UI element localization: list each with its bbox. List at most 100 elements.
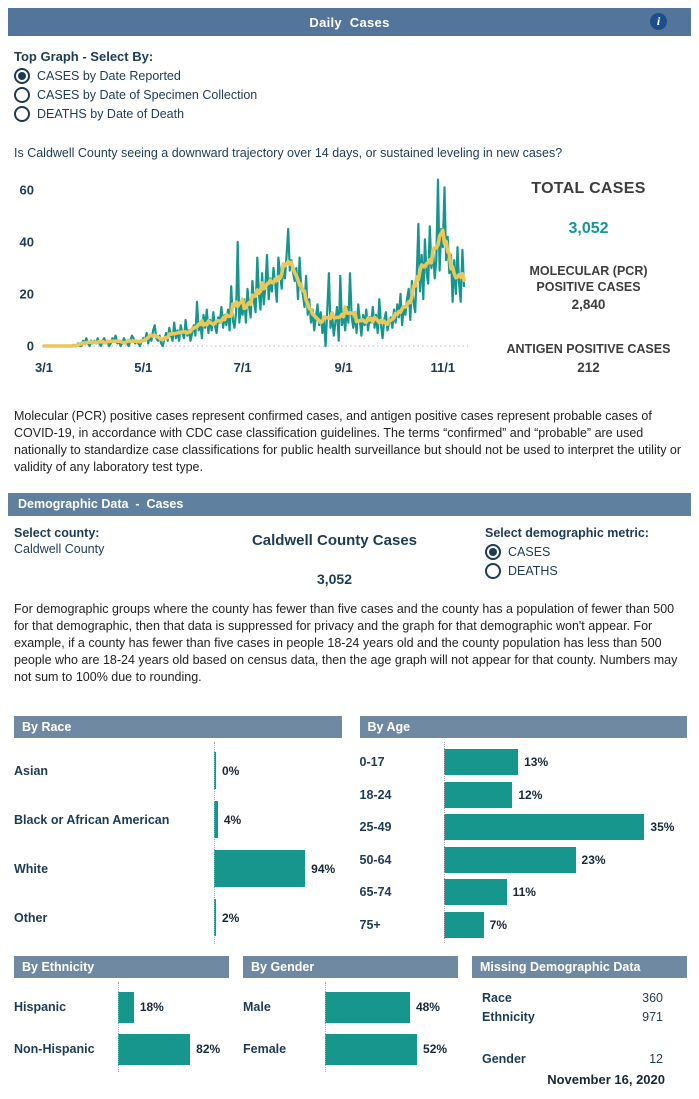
by-age-panel: By Age 0-17 13% 18-24 12% 25-49 35% 50-64 23% 65… [359,716,688,946]
radio-metric-cases[interactable]: CASES [485,543,685,560]
missing-label: Ethnicity [482,1010,535,1025]
info-icon[interactable]: i [650,13,667,30]
bar-category-label: Male [243,1000,271,1015]
radio-unselected-icon[interactable] [14,87,30,103]
bar-baseline [118,982,119,1073]
by-gender-chart: Male 48% Female 52% [243,978,458,1074]
bar-value-label: 4% [223,812,242,827]
bar-category-label: Female [243,1042,287,1057]
panel-title: By Ethnicity [22,960,95,975]
bar-value-label: 13% [524,755,549,770]
svg-text:20: 20 [20,287,34,302]
radio-unselected-icon[interactable] [14,106,30,122]
panel-title: By Age [367,720,411,735]
bar-value-label: 23% [581,852,606,867]
bar[interactable] [118,1033,191,1065]
bar[interactable] [214,850,306,888]
bar[interactable] [443,814,645,841]
missing-demographic-body: Race 360 Ethnicity 971 Gender 12 [472,978,687,1070]
daily-cases-chart-row: 0 20 40 60 3/1 5/1 7/1 9/1 11/1 TOTAL CASES 3,05… [0,164,699,394]
county-cases-summary: Caldwell County Cases 3,052 [184,526,485,587]
radio-metric-deaths[interactable]: DEATHS [485,562,685,579]
metric-select-label: Select demographic metric: [485,525,649,540]
bar-category-label: 65-74 [359,885,392,900]
bar[interactable] [443,781,513,808]
radio-label[interactable]: CASES [508,544,551,559]
bar-category-label: Asian [14,763,49,778]
bar[interactable] [443,749,519,776]
bar[interactable] [325,991,410,1023]
radio-deaths-by-date-of-death[interactable]: DEATHS by Date of Death [14,106,699,122]
bar-row-hispanic: Hispanic 18% [14,986,229,1028]
radio-cases-by-specimen-collection[interactable]: CASES by Date of Specimen Collection [14,87,699,103]
bar[interactable] [443,911,484,938]
bar[interactable] [214,752,216,790]
bar-value-label: 7% [489,917,508,932]
bar[interactable] [214,899,216,937]
missing-value: 971 [642,1010,663,1025]
by-gender-panel: By Gender Male 48% Female 52% [243,956,458,1074]
bar-category-label: Hispanic [14,1000,67,1015]
svg-text:3/1: 3/1 [35,360,53,375]
daily-cases-line-chart[interactable]: 0 20 40 60 3/1 5/1 7/1 9/1 11/1 [0,164,478,394]
panel-title: By Gender [251,960,315,975]
radio-label[interactable]: CASES by Date Reported [37,69,181,83]
svg-text:9/1: 9/1 [334,360,352,375]
report-date: November 16, 2020 [547,1072,665,1087]
bar-row-other: Other 2% [14,893,342,942]
bar-category-label: 25-49 [359,820,392,835]
demographic-section-title: Demographic Data - Cases [18,497,184,511]
title-bar: Daily Cases i [8,8,691,36]
bar-row-asian: Asian 0% [14,746,342,795]
by-race-chart: Asian 0% Black or African American 4% White 9… [14,738,342,946]
bar-row-65-74: 65-74 11% [360,876,688,909]
missing-demographic-header: Missing Demographic Data [472,956,687,979]
radio-cases-by-date-reported[interactable]: CASES by Date Reported [14,68,699,84]
radio-selected-icon[interactable] [485,543,501,560]
bar-category-label: Black or African American [14,812,170,827]
bar[interactable] [443,879,507,906]
bar-category-label: 0-17 [359,755,385,770]
bar-category-label: Non-Hispanic [14,1042,95,1057]
total-cases-value: 3,052 [568,220,609,237]
county-select[interactable]: Caldwell County [14,541,105,556]
bar-value-label: 94% [311,861,336,876]
svg-text:11/1: 11/1 [431,360,456,375]
bar-row-male: Male 48% [243,986,458,1028]
bar-value-label: 35% [650,820,675,835]
radio-label[interactable]: DEATHS by Date of Death [37,107,185,121]
svg-text:5/1: 5/1 [134,360,152,375]
page-title: Daily Cases [309,14,390,30]
antigen-cases-value: 212 [577,359,600,375]
bar-value-label: 18% [139,1000,164,1015]
radio-label[interactable]: CASES by Date of Specimen Collection [37,88,258,102]
by-age-chart: 0-17 13% 18-24 12% 25-49 35% 50-64 23% 65-74 11% 7… [360,738,688,945]
bar-category-label: 18-24 [359,787,392,802]
by-gender-header: By Gender [243,956,458,979]
bar[interactable] [214,801,218,839]
bar-value-label: 52% [423,1042,448,1057]
pcr-cases-label: MOLECULAR (PCR) POSITIVE CASES [529,264,648,294]
panel-title: Missing Demographic Data [480,960,641,975]
missing-row-ethnicity: Ethnicity 971 [482,1010,677,1024]
bar-row-25-49: 25-49 35% [360,811,688,844]
radio-selected-icon[interactable] [14,68,30,84]
bar-category-label: Other [14,910,48,925]
top-graph-select-label: Top Graph - Select By: [14,49,154,64]
demographic-section-header: Demographic Data - Cases [8,492,691,516]
county-cases-title: Caldwell County Cases [251,531,418,549]
bar[interactable] [118,991,134,1023]
bar[interactable] [443,846,576,873]
bar-row-18-24: 18-24 12% [360,779,688,812]
bar-category-label: 75+ [359,917,381,932]
by-ethnicity-header: By Ethnicity [14,956,229,979]
bar-row-75-: 75+ 7% [360,909,688,942]
bar[interactable] [325,1033,418,1065]
total-cases-label: TOTAL CASES [531,180,646,197]
case-stats-panel: TOTAL CASES 3,052 MOLECULAR (PCR) POSITI… [478,164,699,394]
radio-label[interactable]: DEATHS [508,563,558,578]
radio-unselected-icon[interactable] [485,562,501,579]
missing-label: Gender [482,1052,526,1067]
bar-category-label: White [14,861,49,876]
